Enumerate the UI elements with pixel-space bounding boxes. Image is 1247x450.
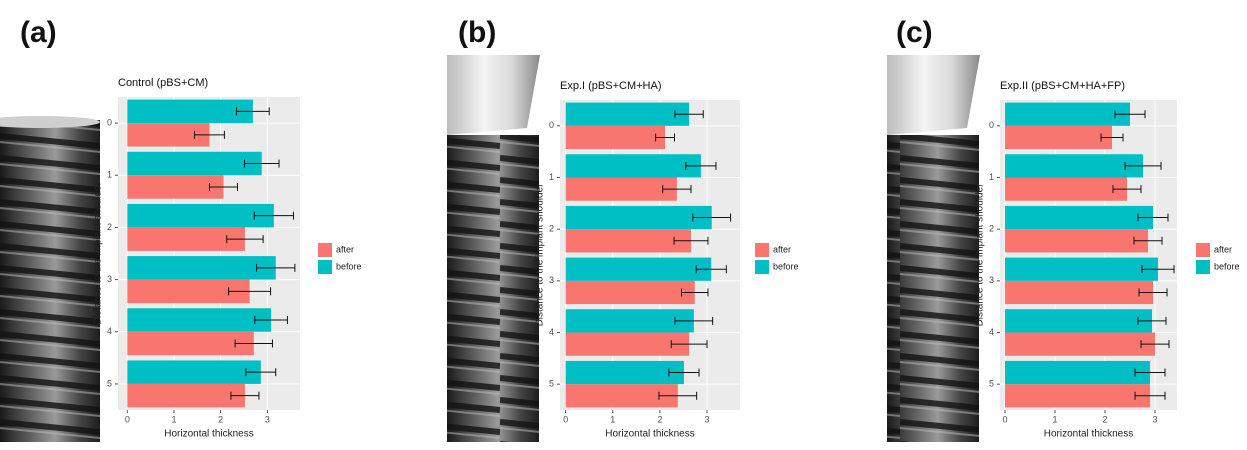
bar [566,229,691,252]
x-tick-label: 2 [1102,414,1107,424]
implant-image [0,116,100,442]
legend-swatch [318,243,332,257]
x-tick-label: 0 [1002,414,1007,424]
legend-swatch [318,260,332,274]
y-axis-title: Distance to the implant shoulder [975,183,986,327]
y-tick-label: 3 [549,275,554,285]
y-tick-label: 4 [107,326,112,336]
bar [566,333,689,356]
x-axis-title: Horizontal thickness [164,429,253,440]
legend-swatch [755,260,769,274]
y-tick-label: 2 [989,224,994,234]
legend-label: before [1214,261,1240,271]
y-tick-label: 0 [107,117,112,127]
implant-image [447,55,540,442]
bar [1005,103,1130,126]
bar [566,154,701,177]
legend-label: after [1214,244,1232,254]
bar [127,256,275,279]
bar [566,361,684,384]
y-tick-label: 0 [549,120,554,130]
y-tick-label: 2 [549,224,554,234]
x-tick-label: 1 [610,414,615,424]
panel-label: (c) [896,16,933,49]
implant-image [887,55,980,442]
bar [566,126,665,149]
bar [566,103,689,126]
legend-label: after [336,244,354,254]
y-tick-label: 2 [107,222,112,232]
bar [127,100,253,123]
chart-title: Exp.I (pBS+CM+HA) [560,80,661,92]
x-tick-label: 2 [657,414,662,424]
bar [127,308,271,331]
chart-title: Control (pBS+CM) [118,77,208,89]
bar [1005,258,1158,281]
bar [566,206,712,229]
y-tick-label: 1 [989,172,994,182]
bar [1005,126,1112,149]
panel-label: (b) [458,16,496,49]
bar [1005,154,1143,177]
x-tick-label: 1 [171,414,176,424]
y-tick-label: 5 [549,379,554,389]
y-tick-label: 5 [989,379,994,389]
bar [1005,206,1153,229]
bar [1005,384,1150,407]
bar [566,258,712,281]
y-tick-label: 3 [107,274,112,284]
legend-label: before [336,261,362,271]
y-tick-label: 0 [989,120,994,130]
figure: 0 1 2 3 0 1 2 3 4 5 Horizontal thickness Distance t… [0,0,1247,450]
y-tick-label: 5 [107,378,112,388]
x-tick-label: 3 [265,414,270,424]
y-tick-label: 1 [107,170,112,180]
x-tick-label: 0 [125,414,130,424]
x-tick-label: 1 [1052,414,1057,424]
chart-title: Exp.II (pBS+CM+HA+FP) [1000,80,1125,92]
legend-label: before [773,261,799,271]
bar [1005,309,1152,332]
bar [127,152,261,175]
x-tick-label: 0 [563,414,568,424]
legend-label: after [773,244,791,254]
x-tick-label: 3 [1152,414,1157,424]
bar [1005,178,1127,201]
x-axis-title: Horizontal thickness [1044,429,1133,440]
legend-swatch [755,243,769,257]
bar [1005,281,1153,304]
x-axis-title: Horizontal thickness [605,429,694,440]
panel-label: (a) [20,16,57,49]
y-tick-label: 4 [549,327,554,337]
y-axis-title: Distance to the implant shoulder [93,181,104,325]
bar [1005,333,1155,356]
y-tick-label: 4 [989,327,994,337]
bar [127,360,260,383]
bar [1005,361,1150,384]
x-tick-label: 2 [218,414,223,424]
bar [127,384,245,407]
y-axis-title: Distance to the implant shoulder [535,183,546,327]
x-tick-label: 3 [705,414,710,424]
bar [566,178,677,201]
legend-swatch [1196,260,1210,274]
y-tick-label: 3 [989,275,994,285]
bar [127,204,274,227]
y-tick-label: 1 [549,172,554,182]
bar [1005,229,1148,252]
bar [566,281,695,304]
legend-swatch [1196,243,1210,257]
